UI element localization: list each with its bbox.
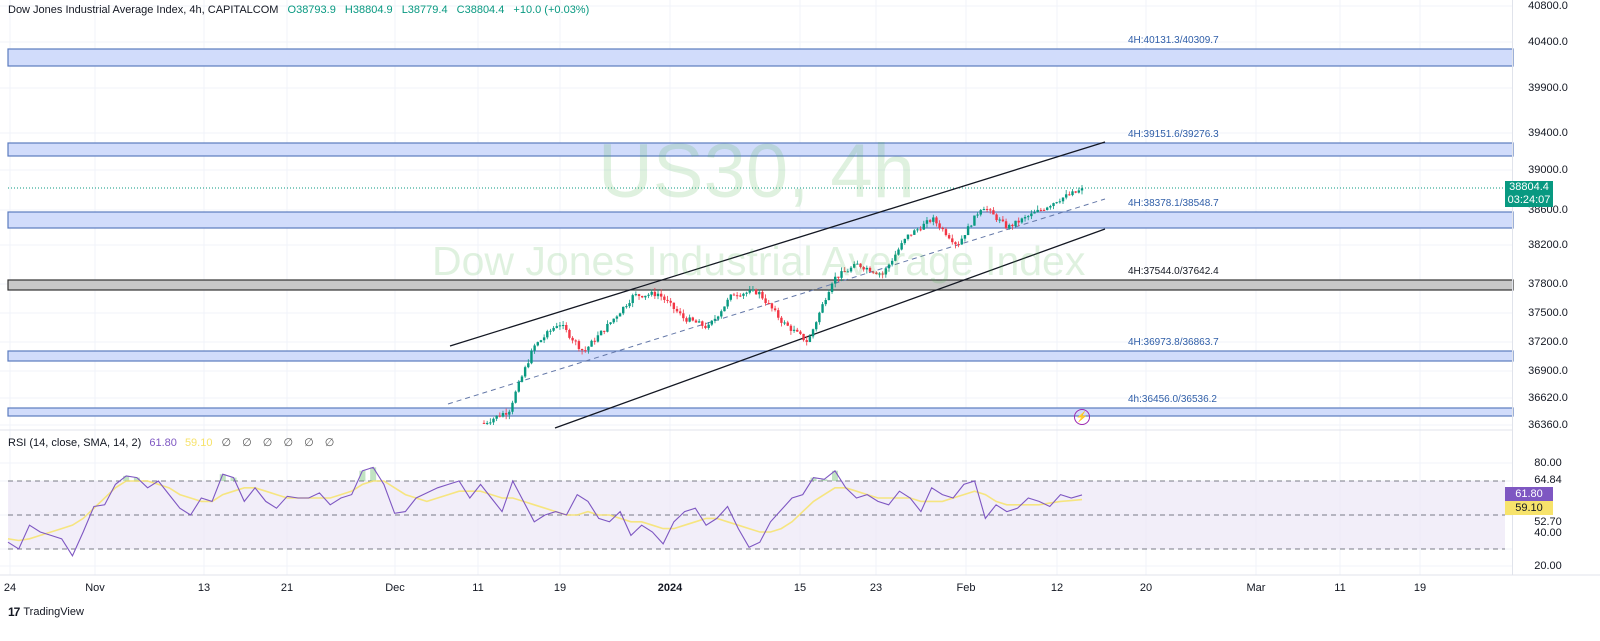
lightning-alert-icon[interactable]: ⚡ <box>1074 409 1090 425</box>
candlestick-series <box>482 185 1084 425</box>
time-tick: 12 <box>1050 582 1064 594</box>
time-tick: 21 <box>280 582 294 594</box>
rsi-overbought-fill <box>123 467 838 481</box>
zone-38378[interactable] <box>7 211 1514 229</box>
time-tick: 15 <box>793 582 807 594</box>
rsi-tick: 40.00 <box>1534 527 1562 539</box>
zone-36863[interactable] <box>7 350 1514 362</box>
zone-label-40131: 4H:40131.3/40309.7 <box>1128 35 1219 46</box>
price-tick: 37500.0 <box>1528 307 1568 319</box>
zone-label-36863: 4H:36973.8/36863.7 <box>1128 337 1219 348</box>
time-tick: 19 <box>1413 582 1427 594</box>
zone-label-36456: 4h:36456.0/36536.2 <box>1128 394 1217 405</box>
rsi-sma-value: 59.10 <box>184 437 213 449</box>
tradingview-logo-icon: 17 <box>8 605 20 619</box>
price-tick: 39900.0 <box>1528 82 1568 94</box>
zone-40131[interactable] <box>7 48 1514 67</box>
zone-37544[interactable] <box>7 279 1514 291</box>
symbol-legend[interactable]: Dow Jones Industrial Average Index, 4h, … <box>8 4 589 16</box>
time-tick: Feb <box>956 582 976 594</box>
rsi-title[interactable]: RSI (14, close, SMA, 14, 2) <box>8 437 142 449</box>
channel-upper-line <box>449 141 1106 347</box>
time-tick: 23 <box>869 582 883 594</box>
price-tick: 38600.0 <box>1528 204 1568 216</box>
brand-name: TradingView <box>23 606 84 618</box>
time-tick: Dec <box>385 582 405 594</box>
zone-label-37544: 4H:37544.0/37642.4 <box>1128 266 1219 277</box>
time-tick: 11 <box>1334 582 1346 594</box>
time-tick: 13 <box>197 582 211 594</box>
channel-lower-line <box>554 228 1106 429</box>
price-change: +10.0 (+0.03%) <box>513 4 590 16</box>
time-tick: Nov <box>85 582 105 594</box>
rsi-tick: 64.84 <box>1534 474 1562 486</box>
current-price-tag: 38804.4 03:24:07 <box>1505 181 1553 207</box>
price-tick: 36900.0 <box>1528 365 1568 377</box>
price-tick: 37800.0 <box>1528 278 1568 290</box>
rsi-sma-value-tag: 59.10 <box>1505 501 1553 515</box>
tradingview-branding[interactable]: 17 TradingView <box>8 605 84 619</box>
zone-label-38378: 4H:38378.1/38548.7 <box>1128 198 1219 209</box>
rsi-tick: 52.70 <box>1534 516 1562 528</box>
ohlc-open: O38793.9 <box>287 4 336 16</box>
price-tick: 36620.0 <box>1528 392 1568 404</box>
price-tick: 39400.0 <box>1528 127 1568 139</box>
price-tick: 40800.0 <box>1528 0 1568 12</box>
symbol-title[interactable]: Dow Jones Industrial Average Index, 4h, … <box>8 4 279 16</box>
rsi-tick: 80.00 <box>1534 457 1562 469</box>
time-tick: 20 <box>1139 582 1153 594</box>
rsi-value: 61.80 <box>149 437 177 449</box>
current-price-value: 38804.4 <box>1509 181 1549 193</box>
price-tick: 38200.0 <box>1528 239 1568 251</box>
zone-39151[interactable] <box>7 142 1514 157</box>
ohlc-close: C38804.4 <box>456 4 505 16</box>
rsi-line <box>7 466 1083 557</box>
rsi-empty-values: ∅ ∅ ∅ ∅ ∅ ∅ <box>221 437 339 449</box>
price-tick: 39000.0 <box>1528 164 1568 176</box>
rsi-sma-line <box>7 480 1083 542</box>
time-tick: 19 <box>553 582 567 594</box>
ohlc-low: L38779.4 <box>401 4 448 16</box>
zone-36456[interactable] <box>7 407 1514 417</box>
rsi-legend[interactable]: RSI (14, close, SMA, 14, 2) 61.80 59.10 … <box>8 436 338 449</box>
rsi-value-tag: 61.80 <box>1505 487 1553 501</box>
bar-countdown: 03:24:07 <box>1507 194 1551 206</box>
rsi-tick: 20.00 <box>1534 560 1562 572</box>
price-axis[interactable] <box>1512 0 1600 575</box>
ohlc-high: H38804.9 <box>344 4 393 16</box>
ascending-channel[interactable] <box>447 141 1106 429</box>
time-tick: 2024 <box>657 582 683 594</box>
price-tick: 36360.0 <box>1528 419 1568 431</box>
time-tick: 11 <box>472 582 484 594</box>
price-tick: 37200.0 <box>1528 336 1568 348</box>
time-tick: 24 <box>3 582 17 594</box>
price-tick: 40400.0 <box>1528 36 1568 48</box>
zones-layer <box>7 48 1514 417</box>
zone-label-39151: 4H:39151.6/39276.3 <box>1128 129 1219 140</box>
rsi-pane[interactable] <box>7 466 1505 557</box>
time-tick: Mar <box>1246 582 1266 594</box>
channel-mid-line <box>447 198 1106 405</box>
